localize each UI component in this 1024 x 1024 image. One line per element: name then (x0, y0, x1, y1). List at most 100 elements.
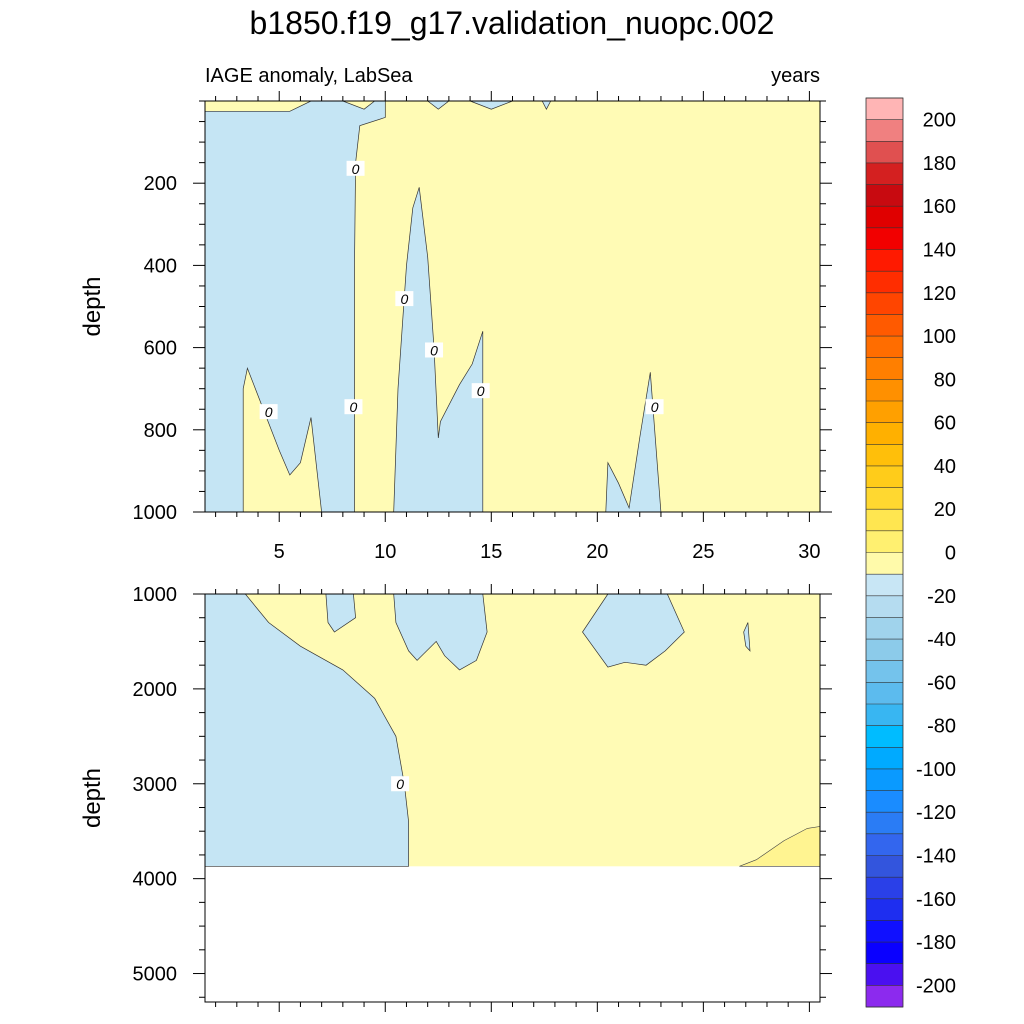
negative-anomaly-region (204, 100, 386, 513)
colorbar-swatch (866, 271, 903, 294)
colorbar-swatch (866, 552, 903, 575)
colorbar-swatch (866, 812, 903, 835)
colorbar-swatch (866, 963, 903, 986)
contour-label-bg (391, 776, 410, 792)
colorbar-swatch (866, 357, 903, 380)
colorbar-swatch (866, 119, 903, 142)
contour-label: 0 (352, 161, 360, 177)
colorbar-swatch (866, 141, 903, 164)
colorbar-swatch (866, 98, 903, 120)
y-tick-label: 400 (144, 255, 177, 277)
colorbar-swatch (866, 444, 903, 467)
colorbar-label: 40 (934, 456, 956, 478)
y-tick-label: 5000 (133, 964, 178, 986)
contour-label-bg (425, 342, 444, 358)
contour-label: 0 (477, 383, 485, 399)
colorbar-label: -20 (927, 586, 956, 608)
negative-anomaly-region (393, 187, 484, 513)
colorbar-label: -60 (927, 672, 956, 694)
negative-anomaly-region (204, 593, 409, 867)
colorbar-swatch (866, 725, 903, 748)
colorbar-swatch (866, 877, 903, 900)
colorbar-label: -200 (916, 975, 956, 997)
colorbar-label: 140 (923, 240, 956, 262)
y-tick-label: 800 (144, 420, 177, 442)
colorbar-swatch (866, 465, 903, 488)
colorbar-swatch (866, 314, 903, 337)
colorbar-label: 200 (923, 110, 956, 132)
colorbar-swatch (866, 985, 903, 1008)
colorbar-swatch (866, 249, 903, 272)
negative-anomaly-region (743, 622, 751, 652)
colorbar-swatch (866, 574, 903, 597)
contour-label: 0 (430, 342, 438, 358)
colorbar-swatch (866, 855, 903, 878)
x-tick-label: 15 (480, 541, 502, 563)
colorbar-swatch (866, 595, 903, 618)
colorbar-swatch (866, 920, 903, 943)
y-axis-label: depth (79, 768, 106, 828)
colorbar-swatch (866, 790, 903, 813)
x-tick-label: 25 (692, 541, 714, 563)
contour-label-bg (346, 160, 365, 176)
colorbar-label: 80 (934, 369, 956, 391)
colorbar-swatch (866, 336, 903, 359)
colorbar-label: 160 (923, 196, 956, 218)
colorbar-swatch (866, 206, 903, 229)
y-tick-label: 600 (144, 338, 177, 360)
colorbar-swatch (866, 660, 903, 683)
y-axis-label: depth (79, 276, 106, 336)
chart-title: b1850.f19_g17.validation_nuopc.002 (250, 5, 775, 41)
colorbar-swatch (866, 617, 903, 640)
y-tick-label: 2000 (133, 679, 178, 701)
colorbar-frame (865, 97, 904, 1008)
colorbar-swatch (866, 768, 903, 791)
negative-anomaly-region (393, 593, 488, 671)
contour-label-bg (344, 399, 363, 415)
lower-panel: 0 1000 2000 3000 4000 5000 depth (79, 584, 832, 1012)
colorbar-label: 20 (934, 499, 956, 521)
colorbar-label: -140 (916, 846, 956, 868)
colorbar-swatch (866, 942, 903, 965)
contour-label: 0 (350, 399, 358, 415)
colorbar-label: 60 (934, 413, 956, 435)
colorbar-label: -120 (916, 802, 956, 824)
x-tick-label: 30 (798, 541, 820, 563)
x-tick-label: 20 (586, 541, 608, 563)
colorbar-swatch (866, 682, 903, 705)
y-tick-label: 3000 (133, 774, 178, 796)
colorbar-swatch (866, 401, 903, 423)
colorbar-swatch (866, 704, 903, 726)
colorbar-label: 0 (945, 543, 956, 565)
colorbar-swatch (866, 292, 903, 315)
colorbar-swatch (866, 227, 903, 250)
colorbar-swatch (866, 747, 903, 770)
y-tick-label: 4000 (133, 869, 178, 891)
contour-label-bg (645, 399, 664, 415)
colorbar-swatch (866, 422, 903, 445)
colorbar-label: -40 (927, 629, 956, 651)
contour-label-bg (395, 291, 414, 307)
x-tick-label: 10 (374, 541, 396, 563)
x-tick-label: 5 (274, 541, 285, 563)
upper-panel: 0 0 0 0 0 0 0 5 10 15 20 25 30 200 400 600 800 1000 depth (79, 91, 832, 563)
contour-label: 0 (400, 291, 408, 307)
colorbar-label: -160 (916, 889, 956, 911)
y-tick-label: 1000 (133, 584, 178, 606)
colorbar-swatch (866, 184, 903, 207)
colorbar-label: -100 (916, 759, 956, 781)
colorbar-swatch (866, 898, 903, 921)
negative-anomaly-region (582, 593, 685, 668)
chart-subtitle-left: IAGE anomaly, LabSea (205, 65, 413, 87)
contour-label: 0 (651, 399, 659, 415)
contour-label-bg (471, 383, 490, 399)
colorbar-swatch (866, 487, 903, 510)
colorbar-label: 100 (923, 326, 956, 348)
contour-label-bg (259, 404, 278, 420)
colorbar-label: 180 (923, 153, 956, 175)
colorbar-label: -80 (927, 716, 956, 738)
colorbar-label: -180 (916, 932, 956, 954)
y-tick-label: 200 (144, 173, 177, 195)
colorbar-label: 120 (923, 283, 956, 305)
